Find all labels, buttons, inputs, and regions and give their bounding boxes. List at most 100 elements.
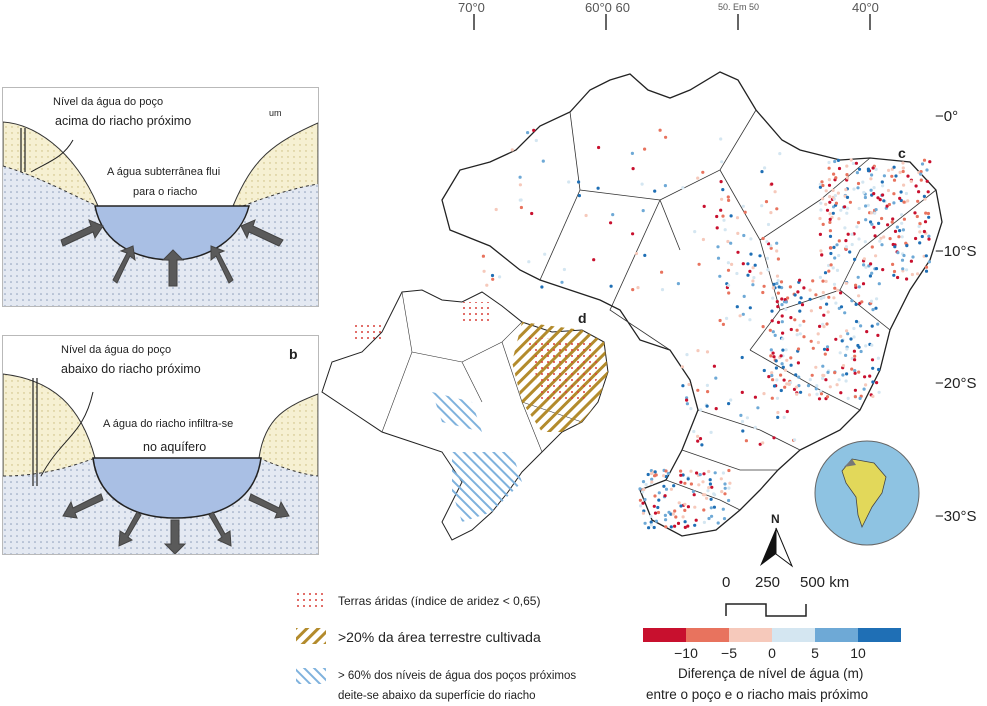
well-point <box>543 252 547 256</box>
well-point <box>719 137 723 141</box>
well-point <box>846 396 850 400</box>
well-point <box>673 509 677 513</box>
well-point <box>861 180 865 184</box>
well-point <box>837 239 841 243</box>
well-point <box>844 188 848 192</box>
well-point <box>776 257 780 261</box>
well-point <box>870 343 874 347</box>
well-point <box>866 203 870 207</box>
well-point <box>853 388 857 392</box>
scale-bar <box>725 603 807 617</box>
well-point <box>685 396 689 400</box>
well-point <box>679 469 683 473</box>
well-point <box>640 182 644 186</box>
well-point <box>900 221 904 225</box>
well-point <box>769 246 773 250</box>
well-point <box>751 283 755 287</box>
lon-tick-70: 70°0 <box>458 0 485 15</box>
well-point <box>681 515 685 519</box>
well-point <box>793 438 797 442</box>
well-point <box>780 320 784 324</box>
well-point <box>927 234 931 238</box>
well-point <box>664 469 668 473</box>
well-point <box>760 170 764 174</box>
well-point <box>845 176 850 180</box>
well-point <box>854 283 858 287</box>
well-point <box>736 250 740 254</box>
well-point <box>741 262 745 266</box>
well-point <box>726 239 730 244</box>
well-point <box>765 256 769 260</box>
well-point <box>857 370 861 374</box>
well-point <box>849 158 853 162</box>
well-point <box>745 416 749 420</box>
panel-a-cross-section <box>3 121 318 306</box>
well-point <box>913 211 917 215</box>
well-point <box>844 239 848 243</box>
well-point <box>723 228 727 232</box>
well-point <box>874 267 879 271</box>
well-point <box>780 362 784 366</box>
well-point <box>636 286 640 290</box>
well-point <box>715 226 719 230</box>
well-point <box>748 318 752 322</box>
well-point <box>834 301 838 305</box>
well-point <box>853 257 857 261</box>
well-point <box>776 410 780 415</box>
colorbar-tick-minus5: −5 <box>721 645 737 661</box>
well-point <box>796 347 801 351</box>
well-point <box>829 251 833 256</box>
well-point <box>769 211 773 215</box>
well-point <box>892 192 896 196</box>
well-point <box>683 508 687 512</box>
well-point <box>692 493 696 497</box>
well-point <box>927 260 931 264</box>
well-point <box>721 471 725 475</box>
well-point <box>725 316 729 320</box>
well-point <box>800 303 805 307</box>
well-point <box>780 303 784 307</box>
well-point <box>898 170 902 174</box>
well-point <box>849 337 853 341</box>
panel-a-flow-line1: A água subterrânea flui <box>107 166 221 178</box>
well-point <box>864 383 868 387</box>
well-point <box>741 312 745 316</box>
well-point <box>880 243 884 247</box>
well-point <box>806 384 811 388</box>
well-point <box>882 174 886 178</box>
well-point <box>696 439 700 443</box>
legend-arid: Terras áridas (índice de aridez < 0,65) <box>338 594 541 608</box>
well-point <box>919 178 923 182</box>
well-point <box>708 478 712 482</box>
well-point <box>818 182 822 186</box>
well-point <box>877 367 881 372</box>
well-point <box>789 356 793 360</box>
well-point <box>786 296 790 300</box>
well-point <box>609 221 613 225</box>
well-point <box>761 236 765 241</box>
panel-c-letter: c <box>898 145 906 161</box>
well-point <box>824 202 828 206</box>
panel-d-letter: d <box>578 310 587 326</box>
well-point <box>826 370 830 374</box>
well-point <box>892 165 896 169</box>
well-point <box>821 197 825 201</box>
well-point <box>753 395 757 399</box>
well-point <box>650 480 654 484</box>
well-point <box>740 390 744 394</box>
well-point <box>485 283 489 287</box>
well-point <box>783 368 787 372</box>
well-point <box>652 525 656 530</box>
well-point <box>920 234 924 239</box>
well-point <box>709 430 713 434</box>
well-point <box>679 473 683 477</box>
well-point <box>799 390 803 394</box>
well-point <box>771 351 775 355</box>
well-point <box>795 328 799 332</box>
well-point <box>680 365 684 369</box>
well-point <box>677 501 681 505</box>
well-point <box>837 253 841 258</box>
well-point <box>844 245 848 249</box>
well-point <box>888 237 892 241</box>
well-point <box>850 367 854 371</box>
